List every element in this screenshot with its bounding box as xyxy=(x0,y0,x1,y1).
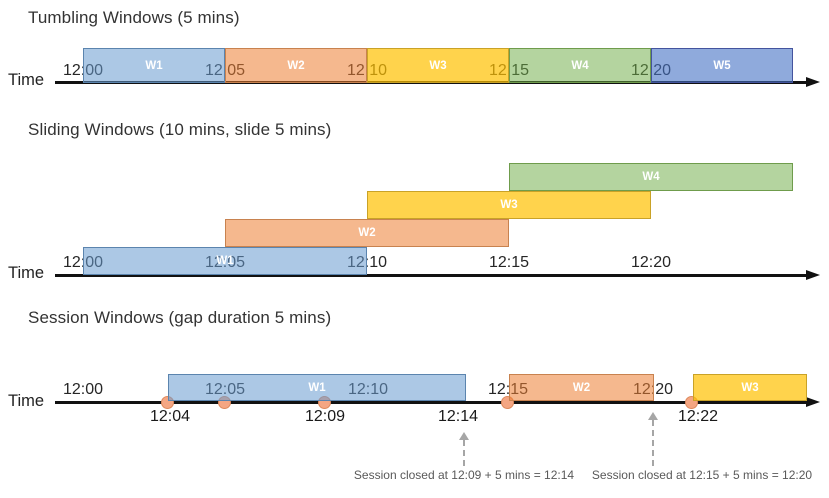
window-w5: W5 xyxy=(651,48,793,83)
window-w4: W4 xyxy=(509,48,651,83)
window-w1: W1 xyxy=(168,374,466,401)
annotation-text: Session closed at 12:09 + 5 mins = 12:14 xyxy=(353,468,575,482)
sliding-windows-section: Sliding Windows (10 mins, slide 5 mins) … xyxy=(8,120,820,282)
window-label: W3 xyxy=(741,381,759,394)
timeline-axis xyxy=(55,401,807,404)
session-close-arrow xyxy=(647,412,659,466)
tick-label: 12:15 xyxy=(488,254,530,271)
axis-arrow-icon xyxy=(806,397,820,407)
section-title: Sliding Windows (10 mins, slide 5 mins) xyxy=(28,120,332,139)
event-time-label: 12:22 xyxy=(677,408,719,425)
window-w3: W3 xyxy=(693,374,807,401)
axis-arrow-icon xyxy=(806,270,820,280)
window-w2: W2 xyxy=(225,48,367,83)
window-w3: W3 xyxy=(367,48,509,83)
axis-arrow-icon xyxy=(806,77,820,87)
tick-label: 12:00 xyxy=(62,381,104,398)
window-label: W5 xyxy=(713,59,731,72)
arrow-up-icon xyxy=(648,412,658,420)
window-label: W2 xyxy=(572,381,591,394)
window-w1: W1 xyxy=(83,48,225,83)
window-label: W1 xyxy=(145,59,163,72)
window-w4: W4 xyxy=(509,163,793,191)
time-axis-label: Time xyxy=(8,392,45,410)
event-time-label: 12:09 xyxy=(304,408,346,425)
time-axis-label: Time xyxy=(8,71,45,89)
tick-label: 12:20 xyxy=(630,254,672,271)
section-title: Tumbling Windows (5 mins) xyxy=(28,8,240,27)
arrow-up-icon xyxy=(459,432,469,440)
window-label: W2 xyxy=(287,59,305,72)
window-label: W4 xyxy=(642,171,660,183)
event-time-label: 12:14 xyxy=(437,408,479,425)
window-w3: W3 xyxy=(367,191,651,219)
window-label: W3 xyxy=(500,199,518,211)
event-time-label: 12:04 xyxy=(149,408,191,425)
window-label: W4 xyxy=(571,59,589,72)
window-label: W1 xyxy=(308,381,326,394)
section-title: Session Windows (gap duration 5 mins) xyxy=(28,308,332,327)
window-label: W3 xyxy=(429,59,447,72)
window-w2: W2 xyxy=(225,219,509,247)
timeline-axis xyxy=(55,274,807,277)
annotation-text: Session closed at 12:15 + 5 mins = 12:20 xyxy=(591,468,813,482)
window-w1: W1 xyxy=(83,247,367,275)
window-w2: W2 xyxy=(509,374,654,401)
window-label: W1 xyxy=(216,255,234,267)
window-label: W2 xyxy=(358,227,376,239)
session-close-arrow xyxy=(458,432,470,466)
tumbling-windows-section: Tumbling Windows (5 mins) Time 12:00 12:… xyxy=(0,0,829,110)
time-axis-label: Time xyxy=(8,264,45,282)
